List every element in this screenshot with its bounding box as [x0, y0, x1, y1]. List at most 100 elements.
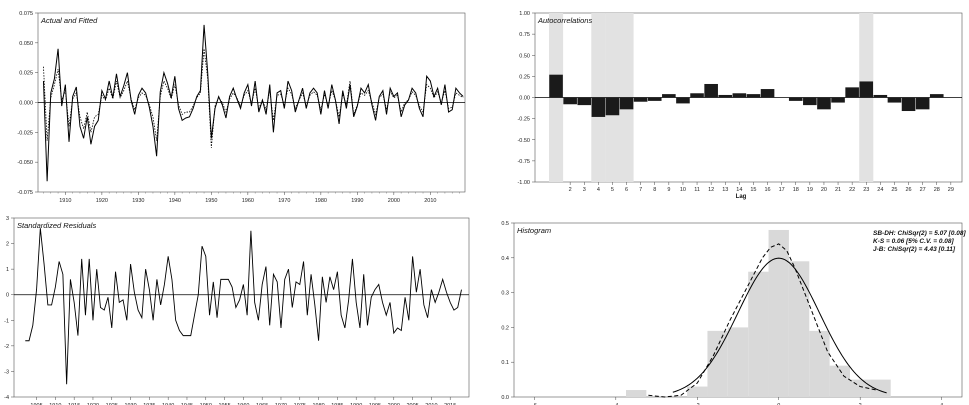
- y-tick-label: 0.075: [19, 11, 33, 17]
- x-tick-label: 11: [694, 187, 700, 193]
- histogram-bar: [768, 229, 789, 397]
- histogram-bar: [870, 379, 891, 397]
- acf-bar: [676, 97, 690, 104]
- y-tick-label: -0.75: [517, 159, 530, 165]
- x-tick-label: 19: [807, 187, 813, 193]
- x-tick-label: 2000: [388, 198, 400, 204]
- y-tick-label: 1: [6, 267, 9, 273]
- x-tick-label: 1955: [218, 403, 230, 405]
- y-tick-label: 0.00: [519, 96, 530, 102]
- stat-line-ks: K-S = 0.06 [5% C.V. = 0.08]: [873, 238, 955, 245]
- x-tick-label: -4: [613, 403, 618, 405]
- x-tick-label: 4: [597, 187, 600, 193]
- stat-line-sbdh: SB-DH: ChiSqr(2) = 5.07 [0.08]: [873, 230, 966, 237]
- panel-title: Standardized Residuals: [17, 221, 96, 230]
- histogram-bar: [829, 365, 850, 397]
- x-tick-label: 1970: [275, 403, 287, 405]
- x-tick-label: 1965: [256, 403, 268, 405]
- x-tick-label: 1925: [106, 403, 118, 405]
- x-tick-label: 28: [934, 187, 940, 193]
- residuals-line: [25, 228, 462, 385]
- acf-bar: [746, 94, 761, 98]
- x-tick-label: 1950: [205, 198, 217, 204]
- x-tick-label: 1915: [68, 403, 80, 405]
- y-tick-label: 0.75: [519, 32, 530, 38]
- x-tick-label: 1960: [237, 403, 249, 405]
- x-tick-label: 1910: [49, 403, 61, 405]
- y-axis: 3 2 1 0 -1 -2 -3 -4: [4, 216, 14, 401]
- y-tick-label: -1: [4, 318, 9, 324]
- y-tick-label: 0.1: [501, 360, 509, 366]
- x-tick-label: 5: [611, 187, 614, 193]
- x-tick-label: 2010: [424, 198, 436, 204]
- y-tick-label: 0.050: [19, 41, 33, 47]
- y-tick-label: 0.4: [501, 256, 509, 262]
- x-axis-label: Lag: [736, 194, 747, 200]
- panel-standardized-residuals: Standardized Residuals 3 2 1 0 -1 -2 -3 -4 1905…: [4, 216, 470, 405]
- plot-frame: [13, 217, 470, 398]
- acf-bar: [901, 97, 916, 112]
- x-tick-label: 1980: [312, 403, 324, 405]
- actual-line: [42, 24, 464, 182]
- y-tick-label: 0.000: [19, 101, 33, 107]
- x-tick-label: 1935: [143, 403, 155, 405]
- y-axis: 1.00 0.75 0.50 0.25 0.00 -0.25 -0.50 -0.75 -1.00: [517, 11, 535, 186]
- x-tick-label: 1905: [30, 403, 42, 405]
- x-tick-label: 20: [821, 187, 827, 193]
- acf-bar: [760, 89, 775, 98]
- x-tick-label: 2000: [388, 403, 400, 405]
- normal-density-curve: [672, 257, 887, 394]
- panel-actual-fitted: Actual and Fitted 0.075 0.050 0.025 0.000 -0…: [17, 11, 466, 204]
- acf-bar: [704, 83, 718, 98]
- histogram-bar: [626, 390, 647, 397]
- histogram-bar: [809, 330, 830, 397]
- acf-bar: [591, 97, 606, 117]
- acf-bar: [732, 93, 747, 98]
- y-tick-label: -0.075: [17, 190, 33, 196]
- histogram-bars: [626, 229, 891, 397]
- acf-bar: [690, 93, 704, 98]
- x-tick-label: 13: [722, 187, 728, 193]
- x-axis: 1905 1910 1915 1920 1925 1930 1935 1940 1945 1950…: [30, 397, 456, 405]
- x-tick-label: 21: [835, 187, 841, 193]
- acf-bar: [929, 94, 944, 98]
- x-tick-label: 15: [750, 187, 756, 193]
- x-tick-label: 1920: [87, 403, 99, 405]
- acf-bar: [831, 97, 845, 103]
- x-tick-label: 18: [793, 187, 799, 193]
- x-tick-label: 8: [653, 187, 656, 193]
- x-tick-label: 1995: [369, 403, 381, 405]
- y-tick-label: -4: [4, 395, 9, 401]
- acf-bar: [563, 97, 577, 105]
- acf-bar: [549, 74, 563, 98]
- x-tick-label: 2005: [406, 403, 418, 405]
- x-tick-label: 1990: [350, 403, 362, 405]
- x-tick-label: 14: [736, 187, 742, 193]
- y-axis: 0.5 0.4 0.3 0.2 0.1 0.0: [501, 221, 514, 401]
- y-tick-label: -0.050: [17, 160, 33, 166]
- x-tick-label: 1975: [294, 403, 306, 405]
- x-tick-label: -6: [532, 403, 537, 405]
- x-tick-label: 2: [859, 403, 862, 405]
- x-tick-label: 2: [569, 187, 572, 193]
- panel-autocorrelations: Autocorrelations 1.00 0.75 0.50 0.25 0.00 -0.…: [517, 11, 963, 200]
- y-tick-label: -0.50: [517, 138, 530, 144]
- x-tick-label: 3: [583, 187, 586, 193]
- x-tick-label: 4: [940, 403, 943, 405]
- x-tick-label: 1940: [169, 198, 181, 204]
- y-tick-label: 2: [6, 242, 9, 248]
- y-tick-label: 0.025: [19, 71, 33, 77]
- y-tick-label: -0.025: [17, 130, 33, 136]
- x-tick-label: 1960: [242, 198, 254, 204]
- acf-bar: [718, 94, 733, 98]
- x-tick-label: 22: [849, 187, 855, 193]
- x-tick-label: 1945: [181, 403, 193, 405]
- x-tick-label: 27: [920, 187, 926, 193]
- y-tick-label: -1.00: [517, 180, 530, 186]
- x-tick-label: 29: [948, 187, 954, 193]
- y-tick-label: 0.3: [501, 291, 509, 297]
- acf-bar: [577, 97, 592, 106]
- histogram-bar: [788, 261, 810, 397]
- acf-bar: [803, 97, 817, 106]
- fitted-line: [43, 48, 464, 148]
